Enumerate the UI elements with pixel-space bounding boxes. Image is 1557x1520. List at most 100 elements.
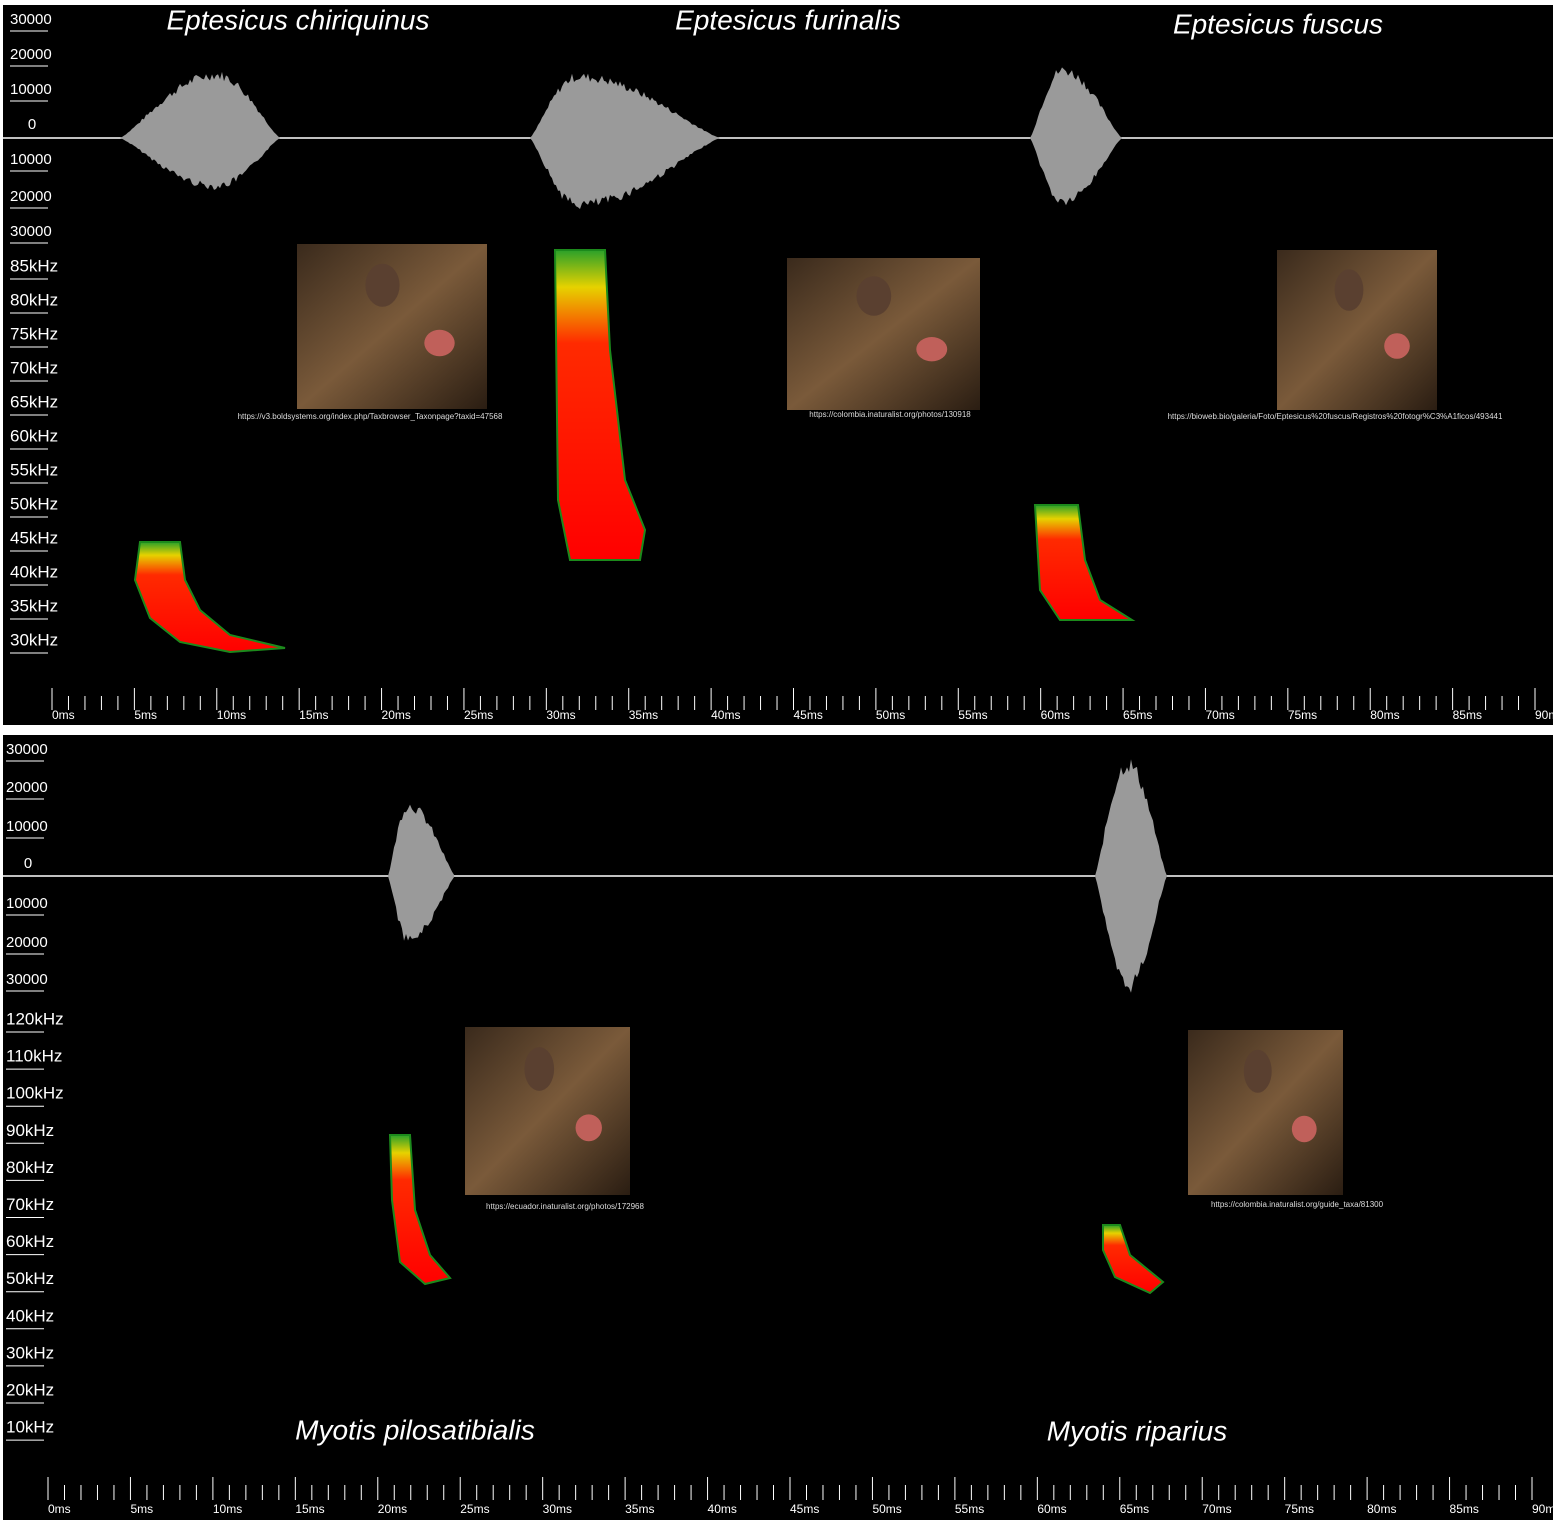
time-tick-label: 15ms	[295, 1502, 324, 1516]
time-tick-label: 70ms	[1205, 708, 1234, 722]
time-tick-label: 60ms	[1041, 708, 1070, 722]
frequency-tick-label: 60kHz	[6, 1232, 54, 1251]
frequency-tick-label: 90kHz	[6, 1121, 54, 1140]
time-tick-label: 50ms	[876, 708, 905, 722]
bat-ear	[1243, 1049, 1272, 1093]
species-name: Eptesicus fuscus	[1173, 8, 1383, 39]
frequency-tick-label: 35kHz	[10, 596, 58, 615]
amplitude-tick-label: 0	[24, 855, 32, 872]
time-tick-label: 75ms	[1288, 708, 1317, 722]
bat-mouth	[575, 1114, 602, 1142]
time-tick-label: 80ms	[1367, 1502, 1396, 1516]
amplitude-tick-label: 10000	[6, 895, 48, 912]
photo-source: https://v3.boldsystems.org/index.php/Tax…	[238, 412, 503, 421]
frequency-tick-label: 70kHz	[6, 1195, 54, 1214]
spectrogram-call	[388, 1134, 452, 1286]
frequency-tick-label: 100kHz	[6, 1084, 64, 1103]
photo-source: https://ecuador.inaturalist.org/photos/1…	[486, 1202, 644, 1211]
time-tick-label: 80ms	[1370, 708, 1399, 722]
amplitude-tick-label: 10000	[10, 81, 52, 98]
waveform	[388, 804, 454, 941]
frequency-tick-label: 50kHz	[10, 494, 58, 513]
amplitude-tick-label: 20000	[6, 934, 48, 951]
species-name: Eptesicus furinalis	[675, 4, 901, 35]
amplitude-tick-label: 30000	[6, 741, 48, 758]
amplitude-tick-label: 20000	[10, 188, 52, 205]
bat-mouth	[424, 329, 455, 357]
time-tick-label: 50ms	[872, 1502, 901, 1516]
time-tick-label: 10ms	[217, 708, 246, 722]
time-tick-label: 90ms	[1535, 708, 1557, 722]
bat-ear	[1334, 269, 1364, 311]
waveform	[120, 71, 280, 190]
frequency-tick-label: 75kHz	[10, 324, 58, 343]
photo-source: https://colombia.inaturalist.org/photos/…	[809, 410, 971, 419]
time-tick-label: 20ms	[382, 708, 411, 722]
species-name: Eptesicus chiriquinus	[166, 4, 429, 35]
frequency-tick-label: 30kHz	[10, 630, 58, 649]
frequency-tick-label: 80kHz	[6, 1158, 54, 1177]
amplitude-tick-label: 10000	[10, 151, 52, 168]
time-tick-label: 5ms	[130, 1502, 153, 1516]
spectrogram-call	[1102, 1224, 1165, 1295]
bat-mouth	[1291, 1115, 1317, 1143]
time-tick-label: 75ms	[1285, 1502, 1314, 1516]
time-tick-label: 25ms	[464, 708, 493, 722]
frequency-tick-label: 80kHz	[10, 290, 58, 309]
time-tick-label: 85ms	[1453, 708, 1482, 722]
frequency-tick-label: 70kHz	[10, 358, 58, 377]
waveform	[1030, 67, 1122, 206]
frequency-tick-label: 45kHz	[10, 528, 58, 547]
frequency-tick-label: 120kHz	[6, 1009, 64, 1028]
bat-ear	[365, 263, 400, 307]
photo-source: https://bioweb.bio/galeria/Foto/Eptesicu…	[1168, 412, 1503, 421]
waveform	[1095, 759, 1167, 993]
spectrogram-call	[1033, 504, 1136, 621]
time-tick-label: 40ms	[708, 1502, 737, 1516]
time-tick-label: 65ms	[1123, 708, 1152, 722]
frequency-tick-label: 60kHz	[10, 426, 58, 445]
time-tick-label: 10ms	[213, 1502, 242, 1516]
time-tick-label: 60ms	[1037, 1502, 1066, 1516]
time-tick-label: 30ms	[546, 708, 575, 722]
frequency-tick-label: 110kHz	[6, 1047, 62, 1066]
time-tick-label: 90ms	[1532, 1502, 1557, 1516]
amplitude-tick-label: 20000	[6, 779, 48, 796]
amplitude-tick-label: 0	[28, 116, 36, 133]
time-tick-label: 70ms	[1202, 1502, 1231, 1516]
species-name: Myotis pilosatibialis	[295, 1414, 535, 1445]
time-tick-label: 30ms	[543, 1502, 572, 1516]
bat-mouth	[1384, 333, 1410, 359]
frequency-tick-label: 30kHz	[6, 1343, 54, 1362]
frequency-tick-label: 40kHz	[10, 562, 58, 581]
time-tick-label: 55ms	[958, 708, 987, 722]
amplitude-tick-label: 20000	[10, 46, 52, 63]
frequency-tick-label: 10kHz	[6, 1418, 54, 1437]
frequency-tick-label: 85kHz	[10, 256, 58, 275]
time-tick-label: 0ms	[48, 1502, 71, 1516]
frequency-tick-label: 65kHz	[10, 392, 58, 411]
time-tick-label: 35ms	[629, 708, 658, 722]
amplitude-tick-label: 30000	[10, 11, 52, 28]
time-tick-label: 25ms	[460, 1502, 489, 1516]
frequency-tick-label: 50kHz	[6, 1269, 54, 1288]
bat-mouth	[916, 337, 948, 362]
frequency-tick-label: 20kHz	[6, 1380, 54, 1399]
photo-source: https://colombia.inaturalist.org/guide_t…	[1211, 1200, 1384, 1209]
bat-ear	[856, 276, 892, 316]
amplitude-tick-label: 10000	[6, 818, 48, 835]
amplitude-tick-label: 30000	[6, 971, 48, 988]
bat-ear	[524, 1047, 555, 1091]
time-tick-label: 45ms	[790, 1502, 819, 1516]
time-tick-label: 35ms	[625, 1502, 654, 1516]
species-name: Myotis riparius	[1047, 1415, 1227, 1446]
frequency-tick-label: 55kHz	[10, 460, 58, 479]
time-tick-label: 85ms	[1450, 1502, 1479, 1516]
spectrogram-call	[553, 249, 647, 561]
time-tick-label: 20ms	[378, 1502, 407, 1516]
amplitude-tick-label: 30000	[10, 223, 52, 240]
time-tick-label: 40ms	[711, 708, 740, 722]
frequency-tick-label: 40kHz	[6, 1306, 54, 1325]
